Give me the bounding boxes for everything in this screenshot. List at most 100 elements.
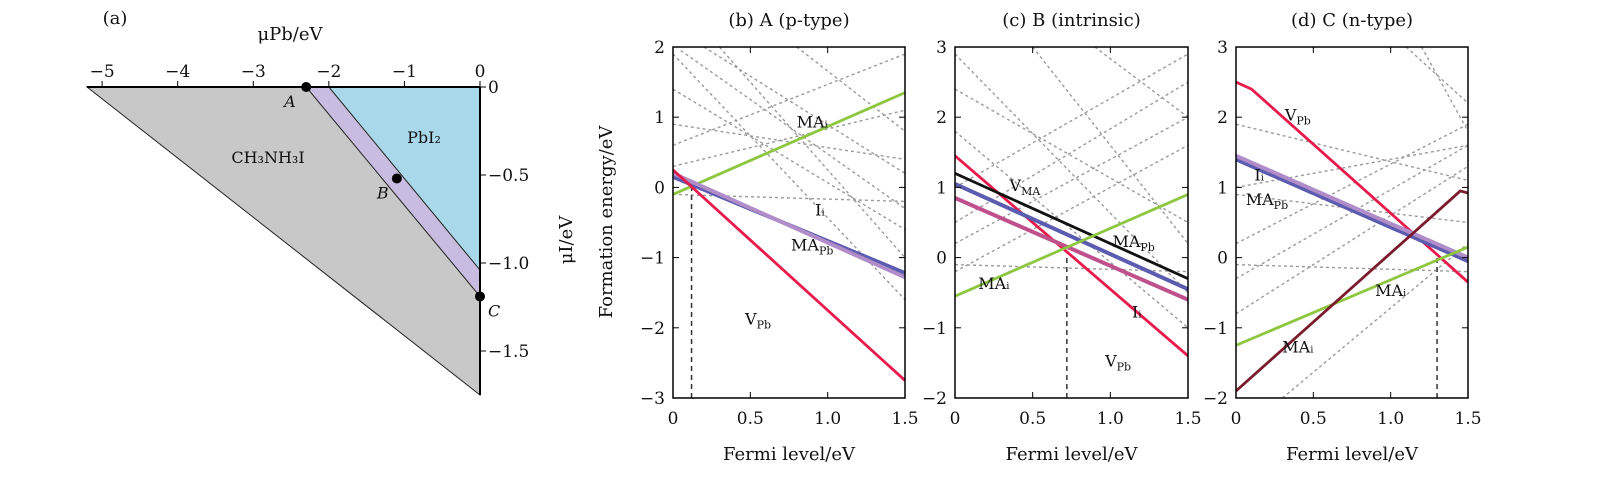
background-defect-line	[1236, 165, 1468, 315]
background-defect-line	[1236, 123, 1468, 182]
x-tick-label: 0.5	[737, 409, 764, 429]
point-label-b: B	[376, 184, 389, 203]
y-tick-label: −2	[922, 389, 947, 409]
background-defect-line	[796, 47, 905, 132]
y-tick-label: 1	[1217, 178, 1228, 198]
point-label-c: C	[488, 301, 500, 320]
series-line-4	[1236, 189, 1468, 393]
y-tick-label: 0	[488, 78, 499, 98]
x-tick-label: 0	[950, 409, 961, 429]
background-defect-line	[673, 88, 905, 231]
panel-label-a: (a)	[103, 8, 128, 29]
x-tick-label: 1.5	[1454, 409, 1481, 429]
series-line-3	[673, 168, 905, 382]
plot-area	[955, 47, 1188, 398]
panel-title: (b) A (p-type)	[728, 10, 849, 31]
x-axis-label: Fermi level/eV	[1005, 444, 1138, 465]
x-tick-label: −2	[316, 62, 341, 82]
x-tick-label: 1.0	[1097, 409, 1124, 429]
x-tick-label: 0	[668, 409, 679, 429]
background-defect-line	[955, 53, 1188, 294]
series-line-0	[955, 154, 1188, 357]
y-tick-label: −1.0	[488, 254, 529, 274]
y-tick-label: −1	[640, 249, 665, 269]
x-axis-label: Fermi level/eV	[1286, 444, 1419, 465]
background-defect-line	[673, 53, 905, 301]
y-tick-label: −1	[1203, 319, 1228, 339]
background-defect-line	[955, 116, 1188, 245]
background-defect-line	[1405, 47, 1468, 104]
background-defect-line	[955, 130, 1188, 329]
series-line-0	[1236, 80, 1468, 284]
series-label: MAᵢ	[1375, 281, 1406, 300]
point-b	[391, 173, 402, 184]
background-defect-line	[955, 88, 1188, 224]
y-tick-label: 0	[1217, 249, 1228, 269]
x-tick-label: −1	[392, 62, 417, 82]
background-defect-line	[955, 53, 1188, 189]
x-tick-label: 0.5	[1019, 409, 1046, 429]
y-tick-label: 1	[936, 178, 947, 198]
y-axis-label: Formation energy/eV	[596, 125, 617, 319]
series-label: MAPb	[791, 236, 833, 258]
series-line-4	[955, 193, 1188, 298]
background-defect-line	[1281, 243, 1468, 398]
y-tick-label: 1	[654, 108, 665, 128]
background-defect-line	[673, 53, 905, 146]
panel-title: (c) B (intrinsic)	[1002, 10, 1140, 31]
region-label-ch3nh3i: CH₃NH₃I	[231, 148, 304, 167]
series-line-1	[955, 172, 1188, 280]
y-tick-label: 2	[1217, 108, 1228, 128]
series-line-3	[1236, 245, 1468, 347]
series-line-2	[673, 171, 905, 280]
x-tick-label: 1.0	[1377, 409, 1404, 429]
x-tick-label: −3	[241, 62, 266, 82]
x-tick-label: 1.5	[1174, 409, 1201, 429]
plot-frame	[1235, 46, 1469, 399]
series-label: Iᵢ	[1132, 302, 1142, 321]
x-tick-label: 0.5	[1300, 409, 1327, 429]
panel-a: −5 −4 −3 −2 −1 00 −0.5 −1.0 −1.5 (a) μPb/eV μI/eV CH…	[85, 8, 577, 397]
background-defect-line	[673, 123, 905, 161]
background-defect-line	[1236, 263, 1468, 273]
point-c	[475, 291, 485, 302]
background-defect-line	[955, 263, 1188, 273]
plot-frame	[672, 46, 906, 399]
y-tick-label: −1.5	[488, 342, 529, 362]
y-tick-label: 2	[654, 38, 665, 58]
panel-title: (d) C (n-type)	[1291, 10, 1413, 31]
series-line-2	[1236, 153, 1468, 260]
series-label: MAPb	[1246, 190, 1288, 212]
background-defect-line	[955, 144, 1188, 273]
background-defect-line	[673, 109, 905, 168]
series-label: VPb	[744, 309, 771, 331]
x-tick-label: −4	[165, 62, 190, 82]
series-label: VPb	[1284, 106, 1311, 128]
y-tick-label: 2	[936, 108, 947, 128]
x-tick-label: 1.5	[891, 409, 918, 429]
plot-frame	[954, 46, 1189, 399]
series-label: MAPb	[1112, 232, 1154, 254]
x-tick-label: 1.0	[814, 409, 841, 429]
background-defect-line	[673, 193, 905, 203]
series-line-3	[955, 196, 1188, 302]
y-tick-label: −0.5	[488, 166, 529, 186]
background-defect-line	[680, 49, 905, 210]
background-defect-line	[1094, 47, 1188, 118]
x-tick-label: 0	[475, 62, 486, 82]
y-tick-label: 3	[1217, 38, 1228, 58]
y-tick-label: −2	[1203, 389, 1228, 409]
background-defect-line	[1236, 123, 1468, 245]
series-label: VMA	[1009, 176, 1042, 198]
y-tick-label: 0	[654, 178, 665, 198]
plot-area	[1236, 47, 1468, 398]
background-defect-line	[1420, 47, 1468, 132]
series-label: MAᵢ	[978, 274, 1009, 293]
y-tick-label: −3	[640, 389, 665, 409]
series-line-1	[1236, 157, 1468, 263]
series-line-0	[673, 91, 905, 196]
point-label-a: A	[282, 92, 296, 111]
y-axis-label: μI/eV	[556, 215, 577, 265]
background-defect-line	[718, 47, 905, 259]
